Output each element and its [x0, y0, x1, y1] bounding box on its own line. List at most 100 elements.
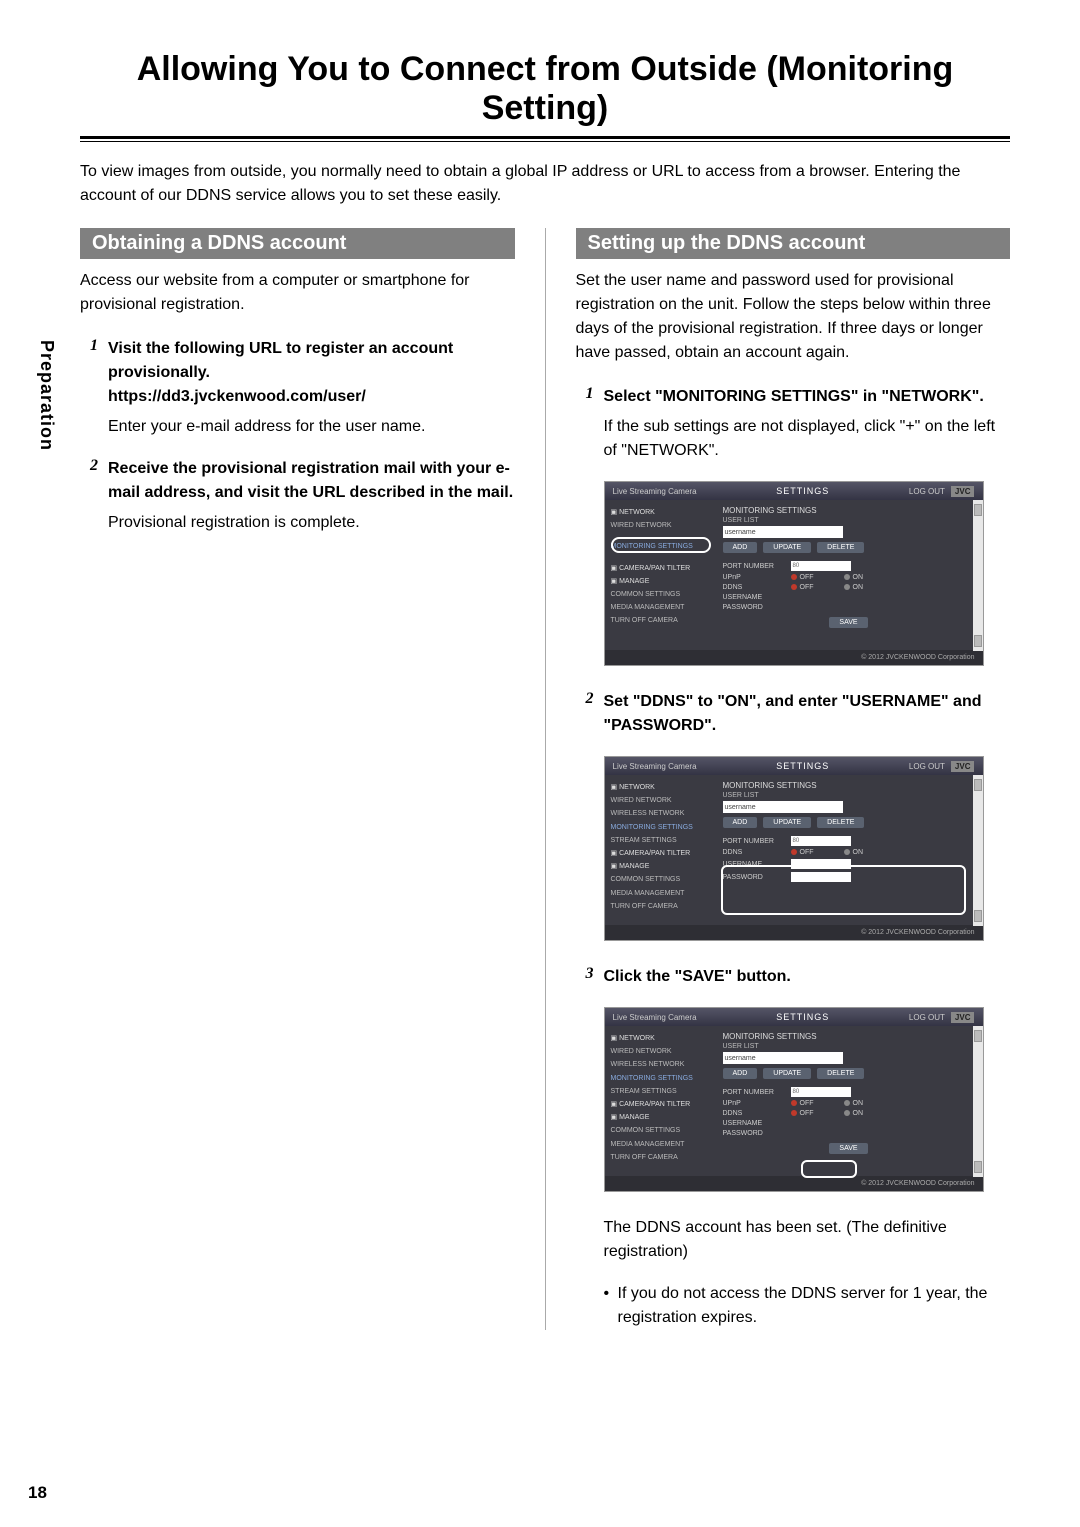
ui-main-panel: MONITORING SETTINGS USER LIST username A…	[715, 1026, 983, 1176]
nav-wireless[interactable]: WIRELESS NETWORK	[609, 807, 711, 820]
nav-stream-settings[interactable]: STREAM SETTINGS	[609, 834, 711, 847]
nav-network[interactable]: ▣ NETWORK	[609, 506, 711, 519]
upnp-on-radio[interactable]	[844, 574, 850, 580]
nav-media-management[interactable]: MEDIA MANAGEMENT	[609, 601, 711, 614]
username-input[interactable]: username	[723, 526, 843, 538]
upnp-off-radio[interactable]	[791, 1100, 797, 1106]
nav-wired[interactable]: WIRED NETWORK	[609, 519, 711, 532]
scrollbar-thumb[interactable]	[974, 635, 982, 647]
nav-network[interactable]: ▣ NETWORK	[609, 1032, 711, 1045]
ddns-on-radio[interactable]	[844, 584, 850, 590]
left-column: Obtaining a DDNS account Access our webs…	[80, 228, 515, 1330]
nav-turn-off-camera[interactable]: TURN OFF CAMERA	[609, 900, 711, 913]
nav-manage[interactable]: ▣ MANAGE	[609, 575, 711, 588]
portnumber-field[interactable]: 80	[791, 561, 851, 571]
nav-monitoring-settings[interactable]: MONITORING SETTINGS	[609, 1072, 711, 1085]
nav-camera-pan-tilter[interactable]: ▣ CAMERA/PAN TILTER	[609, 562, 711, 575]
ddns-password-field[interactable]	[791, 872, 851, 882]
nav-turn-off-camera[interactable]: TURN OFF CAMERA	[609, 614, 711, 627]
nav-stream-settings[interactable]: STREAM SETTINGS	[609, 1085, 711, 1098]
step-title: Receive the provisional registration mai…	[108, 460, 513, 501]
nav-media-management[interactable]: MEDIA MANAGEMENT	[609, 1138, 711, 1151]
portnumber-field[interactable]: 80	[791, 1087, 851, 1097]
result-text: The DDNS account has been set. (The defi…	[604, 1216, 1011, 1264]
nav-manage[interactable]: ▣ MANAGE	[609, 1111, 711, 1124]
nav-wireless[interactable]: WIRELESS NETWORK	[609, 1058, 711, 1071]
scrollbar-thumb[interactable]	[974, 504, 982, 516]
upnp-on-radio[interactable]	[844, 1100, 850, 1106]
delete-button[interactable]: DELETE	[817, 1068, 864, 1079]
nav-wired[interactable]: WIRED NETWORK	[609, 1045, 711, 1058]
update-button[interactable]: UPDATE	[763, 542, 811, 553]
nav-media-management[interactable]: MEDIA MANAGEMENT	[609, 887, 711, 900]
nav-monitoring-settings[interactable]: MONITORING SETTINGS	[609, 821, 711, 834]
add-button[interactable]: ADD	[723, 1068, 758, 1079]
logout-link[interactable]: LOG OUT	[909, 1013, 945, 1022]
username-input[interactable]: username	[723, 1052, 843, 1064]
delete-button[interactable]: DELETE	[817, 817, 864, 828]
brand-badge: JVC	[951, 761, 975, 772]
step-title: Set "DDNS" to "ON", and enter "USERNAME"…	[604, 693, 982, 734]
ui-footer: © 2012 JVCKENWOOD Corporation	[605, 650, 983, 665]
scrollbar[interactable]	[973, 500, 983, 651]
ui-footer: © 2012 JVCKENWOOD Corporation	[605, 1176, 983, 1191]
add-button[interactable]: ADD	[723, 817, 758, 828]
ui-sidebar: ▣ NETWORK WIRED NETWORK WIRELESS NETWORK…	[605, 1026, 715, 1176]
step-number: 1	[576, 385, 604, 463]
right-section-header: Setting up the DDNS account	[576, 228, 1011, 259]
nav-monitoring-settings[interactable]: MONITORING SETTINGS	[609, 540, 711, 553]
portnumber-field[interactable]: 80	[791, 836, 851, 846]
ui-page-title: SETTINGS	[776, 1012, 829, 1022]
username-label: USERNAME	[723, 1120, 783, 1127]
registration-url: https://dd3.jvckenwood.com/user/	[108, 388, 366, 405]
right-column: Setting up the DDNS account Set the user…	[576, 228, 1011, 1330]
nav-common-settings[interactable]: COMMON SETTINGS	[609, 588, 711, 601]
nav-common-settings[interactable]: COMMON SETTINGS	[609, 873, 711, 886]
ui-main-panel: MONITORING SETTINGS USER LIST username A…	[715, 500, 983, 650]
update-button[interactable]: UPDATE	[763, 1068, 811, 1079]
nav-wired[interactable]: WIRED NETWORK	[609, 794, 711, 807]
step-number: 3	[576, 965, 604, 989]
ddns-off-radio[interactable]	[791, 849, 797, 855]
step-note: If the sub settings are not displayed, c…	[604, 415, 1011, 463]
scrollbar-thumb[interactable]	[974, 1030, 982, 1042]
add-button[interactable]: ADD	[723, 542, 758, 553]
username-input[interactable]: username	[723, 801, 843, 813]
portnumber-label: PORT NUMBER	[723, 563, 783, 570]
save-button[interactable]: SAVE	[829, 617, 867, 628]
ddns-on-radio[interactable]	[844, 849, 850, 855]
delete-button[interactable]: DELETE	[817, 542, 864, 553]
ddns-on-radio[interactable]	[844, 1110, 850, 1116]
nav-turn-off-camera[interactable]: TURN OFF CAMERA	[609, 1151, 711, 1164]
update-button[interactable]: UPDATE	[763, 817, 811, 828]
nav-camera-pan-tilter[interactable]: ▣ CAMERA/PAN TILTER	[609, 1098, 711, 1111]
step-note: Provisional registration is complete.	[108, 511, 515, 535]
bullet-text: If you do not access the DDNS server for…	[618, 1282, 1011, 1330]
logout-link[interactable]: LOG OUT	[909, 487, 945, 496]
ui-sidebar: ▣ NETWORK WIRED NETWORK MONITORING SETTI…	[605, 500, 715, 650]
right-section-intro: Set the user name and password used for …	[576, 269, 1011, 365]
nav-manage[interactable]: ▣ MANAGE	[609, 860, 711, 873]
intro-paragraph: To view images from outside, you normall…	[80, 160, 1010, 208]
ddns-off-radio[interactable]	[791, 1110, 797, 1116]
step-title: Visit the following URL to register an a…	[108, 340, 453, 381]
save-button[interactable]: SAVE	[829, 1143, 867, 1154]
ddns-username-field[interactable]	[791, 859, 851, 869]
scrollbar-thumb[interactable]	[974, 910, 982, 922]
scrollbar-thumb[interactable]	[974, 779, 982, 791]
scrollbar-thumb[interactable]	[974, 1161, 982, 1173]
scrollbar[interactable]	[973, 1026, 983, 1177]
userlist-label: USER LIST	[723, 792, 975, 799]
nav-common-settings[interactable]: COMMON SETTINGS	[609, 1124, 711, 1137]
userlist-label: USER LIST	[723, 517, 975, 524]
screenshot-save: Live Streaming Camera SETTINGS LOG OUT J…	[604, 1007, 984, 1192]
ddns-off-radio[interactable]	[791, 584, 797, 590]
logout-link[interactable]: LOG OUT	[909, 762, 945, 771]
panel-heading: MONITORING SETTINGS	[723, 781, 975, 790]
nav-camera-pan-tilter[interactable]: ▣ CAMERA/PAN TILTER	[609, 847, 711, 860]
upnp-off-radio[interactable]	[791, 574, 797, 580]
nav-network[interactable]: ▣ NETWORK	[609, 781, 711, 794]
bullet-icon: •	[604, 1282, 618, 1330]
scrollbar[interactable]	[973, 775, 983, 926]
ddns-label: DDNS	[723, 584, 783, 591]
